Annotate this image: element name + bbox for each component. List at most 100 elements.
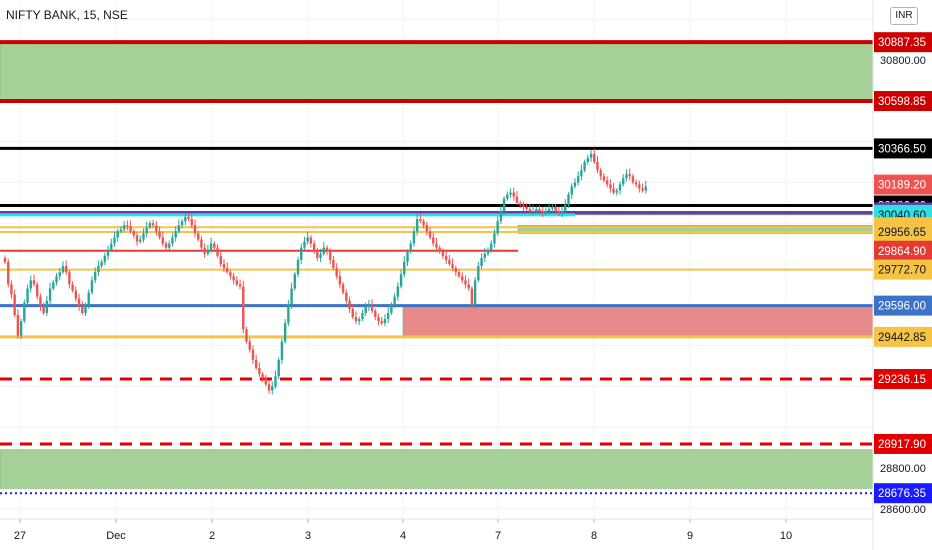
candle-body — [609, 184, 612, 189]
price-label-29442.85: 29442.85 — [878, 332, 926, 344]
candle-body — [457, 272, 461, 277]
candle-body — [415, 219, 419, 232]
candle-body — [412, 231, 416, 244]
price-label-29956.65: 29956.65 — [878, 227, 926, 239]
candle-body — [119, 229, 123, 232]
candle-body — [544, 210, 548, 213]
candle-body — [229, 272, 232, 277]
price-label-bg — [874, 240, 932, 261]
candle-body — [519, 202, 522, 205]
price-label-bg — [874, 369, 932, 390]
candle-body — [58, 272, 61, 277]
price-label-30366.50: 30366.50 — [878, 143, 926, 155]
candle-body — [622, 178, 625, 185]
candle-body — [77, 298, 81, 307]
candle-body — [477, 266, 480, 281]
candle-body — [39, 296, 42, 307]
candle-body — [19, 321, 23, 336]
currency-button[interactable]: INR — [890, 7, 918, 25]
candle-body — [155, 225, 158, 232]
candle-body — [135, 235, 139, 242]
candle-body — [171, 237, 174, 244]
candle-body — [206, 249, 210, 254]
candle-body — [493, 233, 496, 244]
candle-body — [309, 237, 313, 244]
candle-body — [557, 210, 561, 213]
candle-body — [248, 341, 251, 350]
candle-body — [576, 176, 580, 183]
candle-body — [213, 243, 216, 248]
candle-body — [90, 280, 94, 293]
candle-body — [380, 321, 383, 324]
candle-body — [496, 221, 499, 234]
candle-body — [64, 266, 68, 273]
x-tick-label: Dec — [106, 530, 126, 542]
zone-demand-zone — [0, 449, 874, 489]
candle-body — [631, 176, 635, 183]
candle-body — [264, 378, 268, 385]
candle-body — [10, 284, 13, 295]
candle-body — [396, 286, 400, 297]
y-tick-label: 28800.00 — [880, 463, 926, 475]
price-label-bg — [874, 138, 932, 159]
price-label-bg — [874, 295, 932, 316]
candle-body — [36, 284, 39, 297]
candle-body — [499, 210, 503, 222]
candle-body — [329, 251, 332, 260]
candle-body — [403, 261, 406, 275]
candle-body — [564, 204, 567, 211]
candle-body — [97, 266, 100, 273]
candle-body — [386, 312, 390, 320]
candle-body — [216, 247, 219, 256]
candle-body — [602, 176, 606, 181]
candle-body — [81, 306, 84, 313]
candle-body — [145, 227, 148, 234]
candle-body — [23, 302, 26, 322]
candle-body — [522, 204, 525, 207]
candle-body — [351, 308, 354, 318]
candle-body — [625, 174, 628, 179]
price-label-30598.85: 30598.85 — [878, 96, 926, 108]
candle-body — [177, 225, 181, 232]
candle-body — [454, 268, 457, 273]
candle-body — [283, 323, 287, 342]
candle-body — [618, 184, 622, 191]
x-tick-label: 3 — [305, 530, 311, 542]
x-tick-label: 4 — [400, 530, 406, 542]
candle-body — [139, 239, 142, 242]
candle-body — [45, 300, 49, 313]
x-tick-label: 9 — [687, 530, 693, 542]
candle-body — [580, 170, 583, 177]
candle-body — [290, 288, 293, 305]
candle-body — [338, 276, 342, 285]
candle-body — [332, 259, 335, 269]
candle-body — [254, 359, 258, 369]
candle-body — [300, 247, 303, 260]
candle-body — [567, 194, 570, 205]
candle-body — [122, 225, 126, 230]
candle-body — [164, 243, 168, 248]
candle-body — [296, 259, 300, 275]
candle-body — [242, 286, 245, 330]
candle-body — [573, 182, 577, 187]
candle-body — [441, 251, 445, 256]
candle-body — [509, 192, 512, 195]
candle-body — [200, 239, 203, 248]
candle-body — [61, 266, 65, 273]
candle-body — [29, 280, 32, 289]
candle-body — [32, 280, 36, 285]
x-tick-label: 27 — [14, 530, 26, 542]
candle-body — [232, 276, 235, 281]
candle-body — [129, 226, 132, 232]
candle-body — [87, 292, 90, 305]
candle-body — [525, 206, 528, 209]
price-label-bg — [874, 174, 932, 195]
candle-body — [422, 221, 425, 226]
x-tick-label: 2 — [209, 530, 215, 542]
candle-body — [16, 315, 20, 336]
candle-body — [306, 237, 309, 242]
candle-body — [203, 247, 206, 254]
candle-body — [3, 257, 7, 262]
candle-body — [348, 300, 351, 309]
